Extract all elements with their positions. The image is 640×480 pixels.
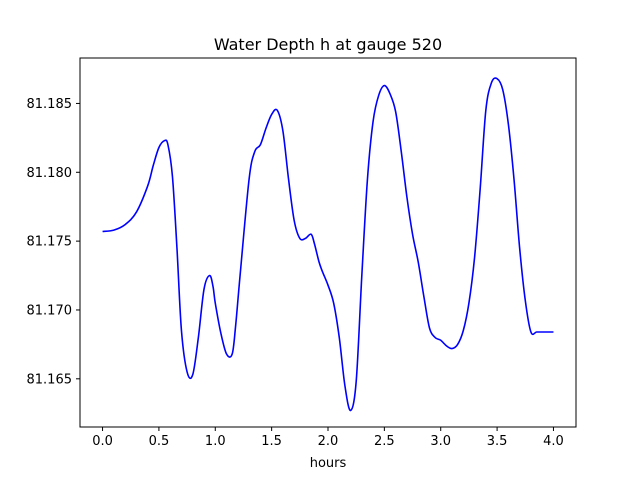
x-axis-label: hours — [310, 456, 347, 471]
y-tick-label: 81.175 — [27, 235, 73, 250]
y-tick-label: 81.180 — [27, 166, 73, 181]
x-tick-label: 1.0 — [205, 434, 226, 449]
x-tick-label: 4.0 — [543, 434, 564, 449]
x-tick-label: 0.5 — [149, 434, 170, 449]
x-tick-label: 3.0 — [430, 434, 451, 449]
x-tick-label: 3.5 — [487, 434, 508, 449]
x-axis-ticks: 0.0 0.5 1.0 1.5 2.0 2.5 3.0 3.5 4.0 — [92, 427, 564, 449]
y-tick-label: 81.165 — [27, 372, 73, 387]
series-line-0 — [102, 77, 554, 412]
y-tick-label: 81.185 — [27, 97, 73, 112]
x-tick-label: 2.5 — [374, 434, 395, 449]
x-tick-label: 2.0 — [318, 434, 339, 449]
y-tick-label: 81.170 — [27, 303, 73, 318]
plot-area — [102, 77, 554, 412]
plot-frame — [79, 57, 577, 428]
x-tick-label: 0.0 — [92, 434, 113, 449]
chart-title: Water Depth h at gauge 520 — [214, 35, 442, 54]
x-tick-label: 1.5 — [261, 434, 282, 449]
y-axis-ticks: 81.165 81.170 81.175 81.180 81.185 — [27, 97, 80, 387]
